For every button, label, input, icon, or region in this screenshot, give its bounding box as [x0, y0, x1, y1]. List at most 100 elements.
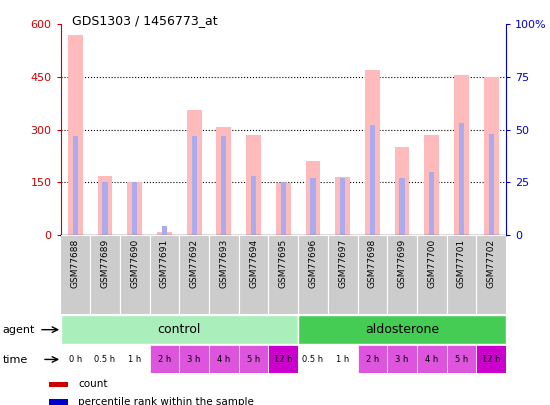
Bar: [68, 35, 82, 235]
Bar: [120, 345, 150, 373]
Bar: [358, 345, 387, 373]
Bar: [73, 136, 78, 235]
FancyBboxPatch shape: [209, 235, 239, 314]
FancyBboxPatch shape: [179, 235, 209, 314]
Text: GSM77702: GSM77702: [487, 239, 496, 288]
Text: GSM77698: GSM77698: [368, 239, 377, 288]
Bar: [454, 75, 469, 235]
Text: count: count: [78, 379, 107, 389]
Text: 4 h: 4 h: [217, 355, 230, 364]
FancyBboxPatch shape: [239, 235, 268, 314]
FancyBboxPatch shape: [358, 235, 387, 314]
FancyBboxPatch shape: [90, 235, 120, 314]
FancyBboxPatch shape: [150, 235, 179, 314]
Bar: [239, 345, 268, 373]
Text: GSM77688: GSM77688: [71, 239, 80, 288]
FancyBboxPatch shape: [417, 235, 447, 314]
Bar: [447, 345, 476, 373]
Bar: [387, 345, 417, 373]
Text: percentile rank within the sample: percentile rank within the sample: [78, 397, 254, 405]
Text: 4 h: 4 h: [425, 355, 438, 364]
Bar: [424, 135, 439, 235]
Bar: [365, 70, 380, 235]
Text: GSM77690: GSM77690: [130, 239, 139, 288]
Text: 12 h: 12 h: [482, 355, 500, 364]
Bar: [90, 345, 120, 373]
Bar: [251, 176, 256, 235]
Bar: [246, 135, 261, 235]
Text: GSM77696: GSM77696: [309, 239, 317, 288]
Text: aldosterone: aldosterone: [365, 323, 439, 336]
Bar: [191, 136, 197, 235]
Text: GSM77700: GSM77700: [427, 239, 436, 288]
Bar: [186, 110, 201, 235]
Bar: [459, 123, 464, 235]
Text: 0 h: 0 h: [69, 355, 82, 364]
Bar: [276, 183, 290, 235]
Bar: [127, 182, 142, 235]
Bar: [49, 382, 68, 387]
Bar: [306, 161, 320, 235]
Text: GSM77693: GSM77693: [219, 239, 228, 288]
Bar: [340, 178, 345, 235]
Text: GSM77699: GSM77699: [398, 239, 406, 288]
Bar: [328, 345, 358, 373]
Text: GSM77692: GSM77692: [190, 239, 199, 288]
Text: 5 h: 5 h: [247, 355, 260, 364]
Text: GSM77689: GSM77689: [101, 239, 109, 288]
FancyBboxPatch shape: [476, 235, 506, 314]
Bar: [298, 315, 506, 344]
Text: 3 h: 3 h: [395, 355, 409, 364]
Text: 2 h: 2 h: [158, 355, 171, 364]
Bar: [102, 182, 108, 235]
Text: GSM77694: GSM77694: [249, 239, 258, 288]
Bar: [268, 345, 298, 373]
Text: 2 h: 2 h: [366, 355, 379, 364]
Text: 3 h: 3 h: [188, 355, 201, 364]
Bar: [179, 345, 209, 373]
Bar: [488, 134, 494, 235]
Text: 0.5 h: 0.5 h: [95, 355, 116, 364]
Text: GSM77701: GSM77701: [457, 239, 466, 288]
Bar: [476, 345, 506, 373]
Bar: [150, 345, 179, 373]
Bar: [429, 172, 434, 235]
Text: GSM77695: GSM77695: [279, 239, 288, 288]
FancyBboxPatch shape: [328, 235, 358, 314]
Bar: [310, 178, 316, 235]
FancyBboxPatch shape: [447, 235, 476, 314]
Text: GSM77691: GSM77691: [160, 239, 169, 288]
Bar: [49, 399, 68, 405]
Bar: [209, 345, 239, 373]
FancyBboxPatch shape: [60, 235, 90, 314]
Bar: [60, 345, 90, 373]
FancyBboxPatch shape: [298, 235, 328, 314]
Bar: [336, 177, 350, 235]
FancyBboxPatch shape: [387, 235, 417, 314]
Bar: [484, 77, 499, 235]
FancyBboxPatch shape: [120, 235, 150, 314]
Bar: [399, 178, 405, 235]
Text: control: control: [158, 323, 201, 336]
Text: 12 h: 12 h: [274, 355, 293, 364]
Bar: [132, 182, 138, 235]
Bar: [98, 176, 112, 235]
Text: 1 h: 1 h: [336, 355, 349, 364]
Bar: [370, 126, 375, 235]
Bar: [221, 136, 227, 235]
Bar: [417, 345, 447, 373]
Bar: [162, 226, 167, 235]
Bar: [395, 147, 409, 235]
Bar: [157, 232, 172, 235]
Text: 5 h: 5 h: [455, 355, 468, 364]
Text: GDS1303 / 1456773_at: GDS1303 / 1456773_at: [72, 14, 217, 27]
Bar: [60, 315, 298, 344]
Text: 1 h: 1 h: [128, 355, 141, 364]
Text: time: time: [3, 355, 28, 364]
Text: agent: agent: [3, 325, 35, 335]
Bar: [280, 182, 286, 235]
Text: 0.5 h: 0.5 h: [302, 355, 323, 364]
Text: GSM77697: GSM77697: [338, 239, 347, 288]
Bar: [216, 127, 231, 235]
FancyBboxPatch shape: [268, 235, 298, 314]
